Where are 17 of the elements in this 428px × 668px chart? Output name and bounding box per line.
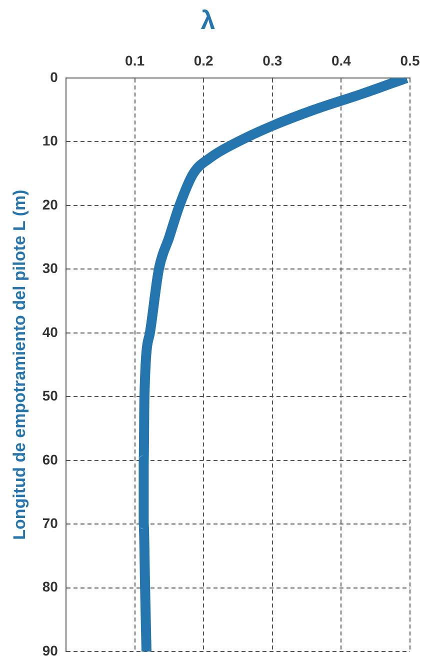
y-tick-label: 0 xyxy=(50,68,58,85)
y-tick-label: 80 xyxy=(42,578,58,595)
x-tick-label: 0.2 xyxy=(194,52,214,68)
y-tick-label: 90 xyxy=(42,642,58,658)
y-tick-label: 60 xyxy=(42,451,58,468)
chart-title: λ xyxy=(200,4,216,35)
y-tick-label: 50 xyxy=(42,388,58,404)
x-tick-label: 0.5 xyxy=(400,52,420,68)
y-tick-label: 30 xyxy=(42,260,58,276)
x-tick-label: 0.4 xyxy=(331,52,352,68)
y-tick-label: 10 xyxy=(42,132,58,149)
x-tick-label: 0.3 xyxy=(262,52,282,68)
y-tick-label: 20 xyxy=(42,196,58,212)
y-axis-title: Longitud de empotramiento del pilote L (m) xyxy=(10,190,29,540)
y-tick-label: 40 xyxy=(42,324,58,340)
y-tick-label: 70 xyxy=(42,514,58,531)
x-tick-label: 0.1 xyxy=(125,52,145,68)
